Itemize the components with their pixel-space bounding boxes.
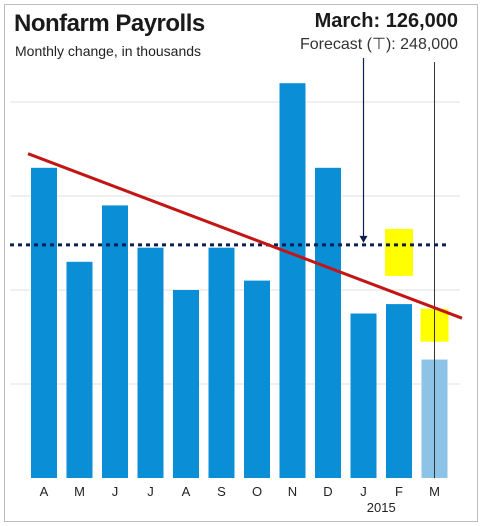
bar (66, 261, 93, 478)
forecast-callout: Forecast (⊤): 248,000 (299, 36, 458, 53)
x-tick-label: N (288, 484, 297, 499)
bar (137, 247, 164, 478)
bar (244, 280, 270, 478)
x-tick-label: A (40, 484, 49, 499)
bar (208, 247, 235, 478)
forecast-range-box (385, 228, 413, 276)
bar (386, 304, 412, 478)
trend-line (27, 152, 463, 320)
x-tick-label: J (147, 484, 154, 499)
year-label: 2015 (367, 500, 396, 515)
chart-title: Nonfarm Payrolls (14, 10, 205, 37)
x-tick-label: O (252, 484, 262, 499)
x-tick-label: S (217, 484, 226, 499)
x-tick-label: M (429, 484, 440, 499)
bar (279, 83, 306, 478)
bar (31, 167, 57, 479)
x-tick-label: F (395, 484, 403, 499)
x-tick-label: D (323, 484, 332, 499)
bar (315, 167, 341, 479)
bar (102, 205, 128, 478)
bar (350, 313, 377, 478)
x-tick-label: J (360, 484, 367, 499)
bar (173, 290, 199, 478)
chart-subtitle: Monthly change, in thousands (15, 43, 202, 59)
march-callout: March: 126,000 (314, 10, 458, 32)
x-tick-label: A (182, 484, 191, 499)
x-tick-label: M (74, 484, 85, 499)
x-tick-label: J (112, 484, 119, 499)
forecast-arrowhead (359, 235, 368, 243)
